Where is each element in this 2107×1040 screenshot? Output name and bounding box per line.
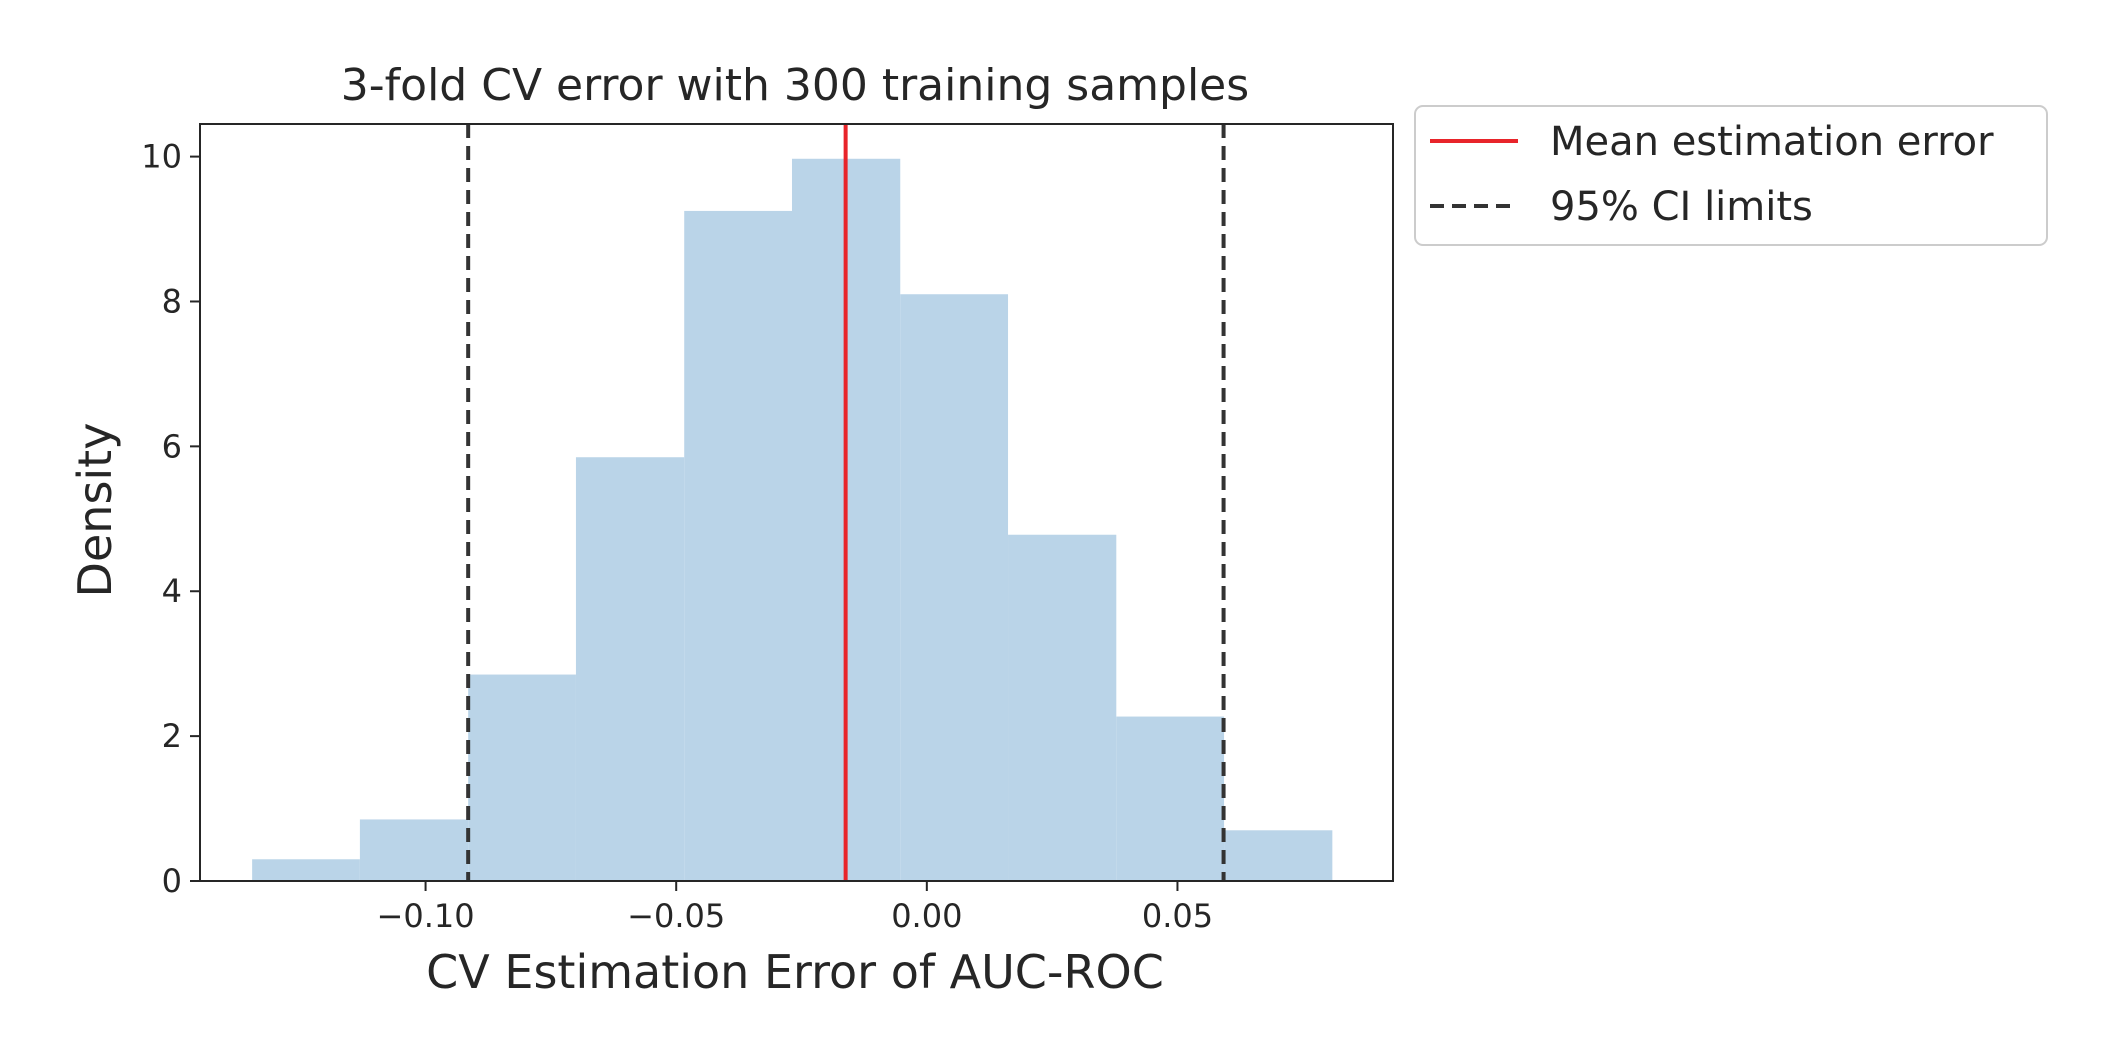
x-axis-label: CV Estimation Error of AUC-ROC xyxy=(426,945,1164,999)
legend: Mean estimation error 95% CI limits xyxy=(1414,105,2048,246)
y-tick-label-6: 10 xyxy=(141,138,182,176)
y-tick-label-4: 6 xyxy=(162,427,182,465)
histogram-bar-10 xyxy=(1224,830,1333,881)
legend-mean-label: Mean estimation error xyxy=(1550,119,1994,165)
y-axis-ticks: 0 2 4 6 8 10 xyxy=(141,138,200,900)
x-tick-label-3: 0.00 xyxy=(891,897,962,935)
x-axis-ticks: −0.10 −0.05 0.00 0.05 xyxy=(377,881,1213,935)
y-axis-label: Density xyxy=(68,423,122,598)
y-tick-label-3: 4 xyxy=(162,572,182,610)
reference-lines xyxy=(466,124,1226,881)
histogram-bar-3 xyxy=(468,674,576,881)
histogram-bar-7 xyxy=(900,294,1009,881)
histogram-bar-1 xyxy=(252,859,360,881)
legend-ci-label: 95% CI limits xyxy=(1550,184,1813,230)
y-tick-label-2: 2 xyxy=(162,717,182,755)
histogram-bar-5 xyxy=(684,210,792,881)
y-tick-label-5: 8 xyxy=(162,282,182,320)
histogram-bar-2 xyxy=(359,819,469,881)
histogram-bar-4 xyxy=(575,457,685,881)
histogram-bars xyxy=(252,158,1333,881)
chart-title: 3-fold CV error with 300 training sample… xyxy=(341,60,1249,111)
legend-box xyxy=(1414,105,2048,246)
x-tick-label-4: 0.05 xyxy=(1142,897,1213,935)
histogram-bar-9 xyxy=(1116,716,1225,881)
histogram-bar-8 xyxy=(1008,534,1117,881)
plot-frame xyxy=(199,123,1394,882)
y-tick-label-1: 0 xyxy=(162,862,182,900)
x-tick-label-2: −0.05 xyxy=(627,897,725,935)
x-tick-label-1: −0.10 xyxy=(377,897,475,935)
